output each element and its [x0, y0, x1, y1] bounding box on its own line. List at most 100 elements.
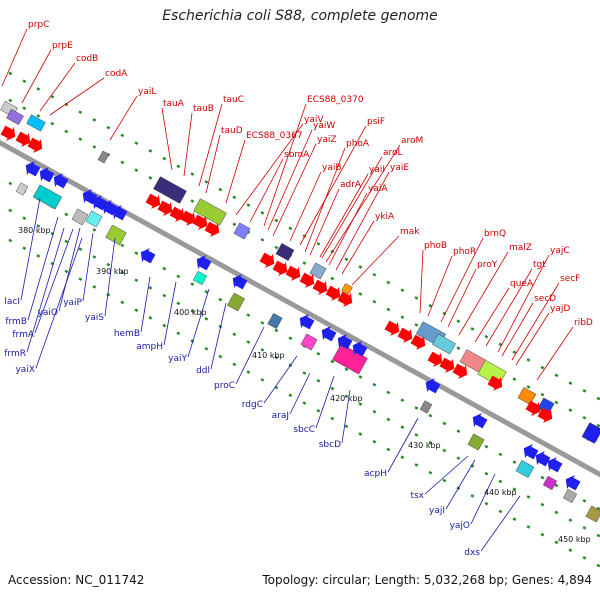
leader-line	[458, 251, 509, 336]
leader-line	[263, 103, 307, 227]
leader-line	[272, 143, 317, 237]
cds-reverse-arrow	[299, 314, 315, 330]
gene-label-proC: proC	[214, 381, 235, 391]
feature-block	[562, 488, 578, 504]
leader-line	[187, 288, 210, 358]
genome-summary-text: Topology: circular; Length: 5,032,268 bp…	[262, 573, 592, 587]
gene-label-mak: mak	[400, 227, 420, 237]
gene-label-ribD: ribD	[574, 318, 593, 328]
feature-block	[585, 505, 600, 523]
gene-label-adrA: adrA	[340, 180, 362, 190]
accession-text: Accession: NC_011742	[8, 573, 145, 587]
cds-forward-arrow	[285, 265, 301, 281]
gene-label-yajI: yajI	[429, 506, 445, 516]
leader-line	[35, 237, 83, 369]
gene-label-brnQ: brnQ	[484, 229, 506, 239]
cds-reverse-arrow	[53, 173, 69, 189]
leader-line	[341, 220, 375, 275]
gene-label-yajC: yajC	[550, 246, 570, 256]
gene-label-psiF: psiF	[367, 117, 385, 127]
leader-line	[27, 216, 59, 321]
gene-label-yaiI: yaiI	[369, 165, 385, 175]
kbp-tick-label: 420 kbp	[330, 394, 363, 403]
gene-label-ddl: ddl	[196, 366, 210, 376]
gene-label-prpE: prpE	[52, 41, 73, 51]
gene-label-tauB: tauB	[193, 104, 214, 114]
leader-line	[341, 389, 351, 444]
gene-label-yaiP: yaiP	[63, 298, 82, 308]
cds-reverse-arrow	[112, 205, 128, 221]
leader-line	[26, 227, 65, 353]
leader-line	[440, 237, 484, 323]
leader-line	[315, 375, 335, 429]
feature-block	[85, 210, 103, 228]
gene-label-yaiW: yaiW	[313, 121, 335, 131]
gene-label-aroM: aroM	[401, 136, 423, 146]
leader-line	[480, 495, 521, 552]
gene-label-frmA: frmA	[12, 330, 34, 340]
leader-line	[49, 77, 105, 116]
cds-forward-arrow	[15, 131, 31, 147]
cds-reverse-arrow	[565, 475, 581, 491]
leader-line	[321, 156, 383, 259]
kbp-tick-label: 440 kbp	[484, 488, 517, 497]
feature-block	[153, 176, 187, 204]
cds-forward-arrow	[272, 260, 288, 276]
feature-block	[192, 270, 208, 286]
cds-forward-arrow	[27, 137, 43, 153]
gene-label-aroL: aroL	[383, 148, 403, 158]
cds-forward-arrow	[427, 351, 443, 367]
feature-block	[32, 184, 63, 210]
gene-label-ampH: ampH	[136, 342, 163, 352]
leader-line	[474, 287, 510, 343]
feature-block	[419, 400, 433, 414]
cds-forward-arrow	[537, 407, 553, 423]
gene-label-sbmA: sbmA	[284, 150, 310, 160]
feature-blocks	[0, 100, 600, 523]
cds-forward-arrow	[384, 320, 400, 336]
cds-forward-arrow	[180, 210, 196, 226]
gene-label-queA: queA	[510, 279, 534, 289]
leader-line	[497, 254, 550, 353]
leader-line	[445, 459, 476, 510]
gene-label-yaiL: yaiL	[138, 87, 156, 97]
kbp-tick-label: 430 kbp	[408, 441, 441, 450]
gene-label-yaiX: yaiX	[15, 365, 35, 375]
gene-label-araJ: araJ	[272, 411, 289, 421]
kbp-tick-label: 390 kbp	[96, 267, 129, 276]
cds-forward-arrow	[325, 285, 341, 301]
feature-block	[15, 182, 29, 196]
leader-line	[82, 232, 94, 302]
gene-label-codA: codA	[105, 69, 128, 79]
leader-line	[289, 171, 322, 242]
guide-track-2	[0, 176, 600, 511]
leader-line	[501, 302, 534, 357]
leader-line	[161, 107, 173, 171]
gene-label-rdgC: rdgC	[242, 400, 263, 410]
cds-reverse-arrow	[547, 457, 563, 473]
gene-label-malZ: malZ	[509, 243, 532, 253]
feature-block	[309, 262, 327, 280]
feature-block	[300, 333, 318, 351]
feature-block	[517, 387, 537, 405]
feature-block	[341, 283, 353, 295]
cds-reverse-arrow	[337, 334, 353, 350]
gene-label-hemB: hemB	[114, 329, 140, 339]
cds-forward-arrow	[452, 363, 468, 379]
gene-label-codB: codB	[76, 54, 98, 64]
leader-line	[267, 129, 313, 231]
gene-label-secF: secF	[560, 274, 580, 284]
gene-label-tauC: tauC	[223, 95, 244, 105]
gene-label-sbcC: sbcC	[293, 425, 315, 435]
leader-line	[205, 134, 221, 194]
gene-label-phoB: phoB	[424, 241, 447, 251]
cds-forward-arrow	[0, 125, 16, 141]
cds-forward-arrow	[337, 291, 353, 307]
gene-label-prpC: prpC	[28, 20, 49, 30]
gene-label-ECS88_0370: ECS88_0370	[307, 95, 364, 105]
backbone-track	[0, 139, 600, 478]
gene-label-phoR: phoR	[453, 247, 476, 257]
leader-line	[424, 455, 469, 495]
